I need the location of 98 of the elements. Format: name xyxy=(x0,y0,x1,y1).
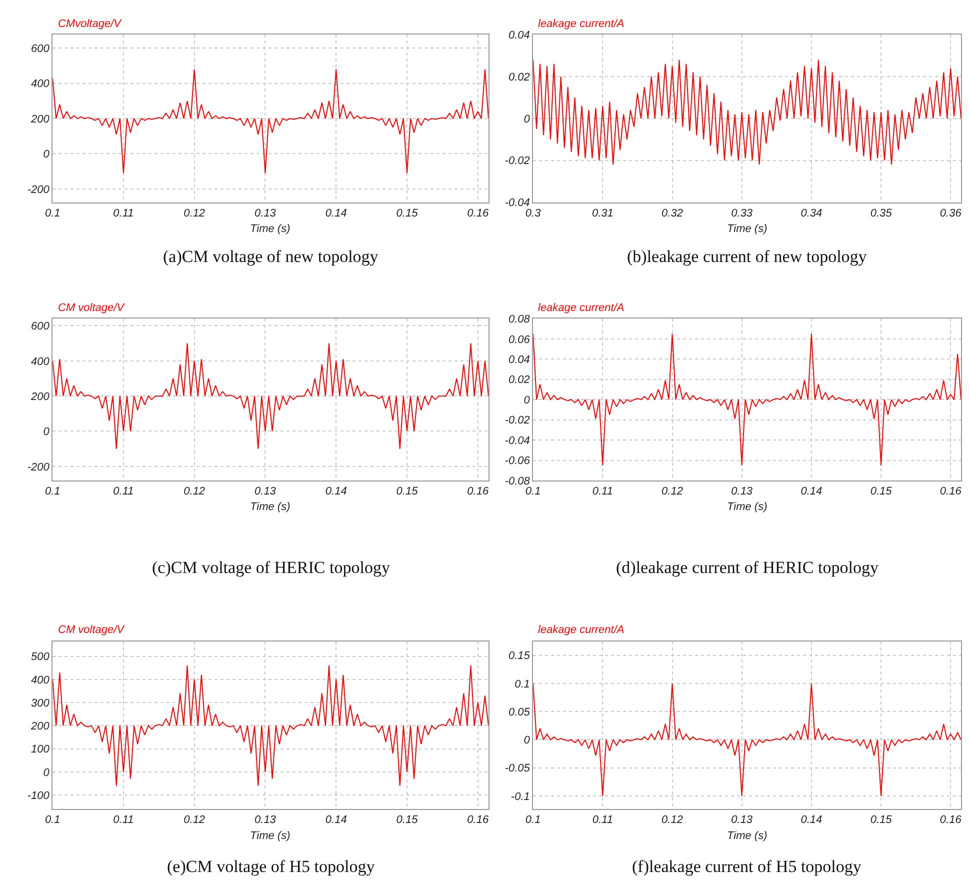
y-tick-label: 0 xyxy=(524,113,531,126)
y-axis-title: CM voltage/V xyxy=(58,302,126,314)
text: (e)CM voltage of H5 topology xyxy=(167,857,376,876)
x-tick-label: 0.16 xyxy=(467,814,490,826)
x-tick-label: 0.16 xyxy=(467,486,490,498)
line-series xyxy=(533,333,962,466)
y-tick-label: 0.04 xyxy=(508,354,530,366)
x-axis-title: Time (s) xyxy=(727,223,768,235)
y-tick-label: 200 xyxy=(30,113,50,126)
x-tick-label: 0.12 xyxy=(662,486,683,498)
x-tick-label: 0.11 xyxy=(113,486,134,498)
y-tick-label: -0.08 xyxy=(504,475,531,488)
x-tick-label: 0.31 xyxy=(592,207,614,220)
y-tick-label: 0 xyxy=(524,394,531,406)
x-tick-label: 0.15 xyxy=(396,486,419,498)
x-tick-label: 0.11 xyxy=(592,814,613,826)
x-tick-label: 0.33 xyxy=(731,207,754,220)
x-tick-label: 0.12 xyxy=(662,814,683,826)
x-tick-label: 0.15 xyxy=(870,486,893,498)
y-axis-title: CMvoltage/V xyxy=(58,18,123,30)
x-tick-label: 0.13 xyxy=(731,486,754,498)
y-tick-label: 100 xyxy=(31,744,50,756)
x-tick-label: 0.36 xyxy=(940,207,962,220)
x-tick-label: 0.12 xyxy=(184,207,206,220)
y-tick-label: 200 xyxy=(30,390,50,403)
x-tick-label: 0.14 xyxy=(800,486,822,498)
y-tick-label: 0.04 xyxy=(508,29,530,42)
y-tick-label: 0 xyxy=(43,148,50,161)
text: (a)CM voltage of new topology xyxy=(163,247,379,266)
line-series xyxy=(533,59,962,166)
x-axis-title: Time (s) xyxy=(250,223,291,235)
x-tick-label: 0.14 xyxy=(325,486,347,498)
y-tick-label: 0.08 xyxy=(508,314,531,326)
x-axis-title: Time (s) xyxy=(727,830,768,842)
y-tick-label: 0.1 xyxy=(514,678,530,690)
x-tick-label: 0.11 xyxy=(113,814,134,826)
x-axis-title: Time (s) xyxy=(250,830,291,842)
x-tick-label: 0.13 xyxy=(254,814,277,826)
y-tick-label: -100 xyxy=(27,790,50,802)
y-tick-label: 0.02 xyxy=(508,374,530,386)
line-series xyxy=(52,68,488,174)
text: (b)leakage current of new topology xyxy=(627,247,868,266)
x-tick-label: 0.16 xyxy=(467,207,490,220)
x-tick-label: 0.15 xyxy=(396,814,419,826)
x-tick-label: 0.15 xyxy=(396,207,419,220)
y-tick-label: 0 xyxy=(43,766,50,779)
y-tick-label: 200 xyxy=(30,720,50,733)
x-tick-label: 0.15 xyxy=(870,814,893,826)
y-tick-label: 600 xyxy=(31,42,50,55)
line-series xyxy=(533,682,962,797)
y-tick-label: -0.06 xyxy=(504,455,531,468)
x-tick-label: 0.32 xyxy=(662,207,683,220)
x-tick-label: 0.14 xyxy=(800,814,822,826)
text: (c)CM voltage of HERIC topology xyxy=(152,558,390,577)
y-tick-label: 500 xyxy=(31,651,50,664)
y-tick-label: 0 xyxy=(524,734,531,747)
y-tick-label: 600 xyxy=(31,320,50,333)
y-tick-label: -0.1 xyxy=(510,790,530,803)
y-tick-label: -200 xyxy=(27,184,50,196)
x-tick-label: 0.13 xyxy=(254,207,277,220)
y-tick-label: 0.02 xyxy=(508,71,530,84)
x-tick-label: 0.14 xyxy=(325,207,347,220)
y-tick-label: -0.05 xyxy=(504,762,531,775)
y-tick-label: 0.06 xyxy=(508,334,531,346)
y-axis-title: leakage current/A xyxy=(538,302,624,314)
x-tick-label: 0.11 xyxy=(592,486,613,498)
y-tick-label: -0.04 xyxy=(504,434,530,447)
line-series xyxy=(52,342,488,450)
x-tick-label: 0.13 xyxy=(731,814,754,826)
y-tick-label: 400 xyxy=(31,356,50,368)
x-tick-label: 0.14 xyxy=(325,814,347,826)
x-tick-label: 0.12 xyxy=(184,486,206,498)
line-series xyxy=(52,665,488,786)
y-tick-label: 400 xyxy=(31,78,50,90)
y-tick-label: -0.04 xyxy=(504,197,530,210)
x-tick-label: 0.13 xyxy=(254,486,277,498)
x-tick-label: 0.34 xyxy=(800,207,822,220)
x-tick-label: 0.35 xyxy=(870,207,893,220)
y-tick-label: -0.02 xyxy=(504,414,530,427)
y-tick-label: 0 xyxy=(43,426,50,438)
y-tick-label: 300 xyxy=(31,697,50,710)
x-tick-label: 0.3 xyxy=(525,207,542,220)
y-axis-title: leakage current/A xyxy=(538,18,624,30)
y-tick-label: 0.15 xyxy=(508,650,531,662)
x-axis-title: Time (s) xyxy=(727,501,768,513)
x-tick-label: 0.16 xyxy=(940,486,962,498)
y-tick-label: 0.05 xyxy=(508,706,531,718)
x-axis-title: Time (s) xyxy=(250,501,291,513)
y-axis-title: leakage current/A xyxy=(538,624,624,636)
text: (f)leakage current of H5 topology xyxy=(632,857,862,876)
x-tick-label: 0.16 xyxy=(940,814,962,826)
y-tick-label: -200 xyxy=(27,461,50,474)
y-tick-label: 400 xyxy=(31,674,50,686)
x-tick-label: 0.11 xyxy=(113,207,134,220)
y-tick-label: -0.02 xyxy=(504,155,530,168)
x-tick-label: 0.12 xyxy=(184,814,206,826)
y-axis-title: CM voltage/V xyxy=(58,624,126,636)
text: (d)leakage current of HERIC topology xyxy=(616,558,879,577)
